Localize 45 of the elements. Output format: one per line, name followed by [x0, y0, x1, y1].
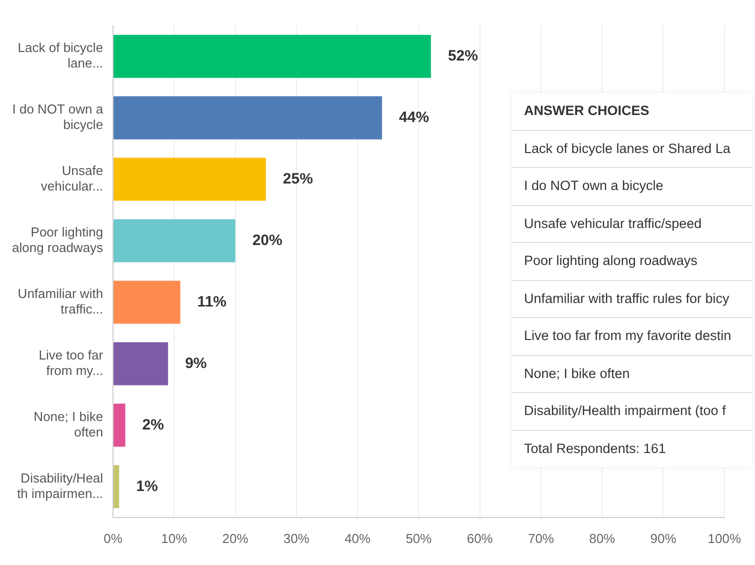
data-label: 52% — [448, 47, 478, 64]
bar — [114, 280, 180, 324]
y-tick-label: Poor lighting along roadways — [12, 224, 104, 256]
x-tick-label: 100% — [708, 530, 742, 546]
annotation: Unfamiliar with traffic rules for bicy — [512, 280, 752, 318]
annotation: Disability/Health impairment (too f — [512, 393, 752, 430]
x-tick-label: 20% — [222, 530, 249, 546]
bar — [114, 219, 236, 262]
bar — [114, 96, 382, 140]
bar — [114, 404, 126, 447]
annotation: ANSWER CHOICES — [512, 93, 752, 130]
annotation: Live too far from my favorite destin — [512, 318, 752, 356]
data-label: 11% — [197, 293, 227, 310]
annotation: None; I bike often — [512, 356, 752, 393]
y-tick-label: Live too far from my... — [38, 347, 104, 378]
y-tick-label: Unfamiliar with traffic... — [18, 286, 104, 317]
data-label: 9% — [185, 354, 207, 372]
x-tick-label: 40% — [344, 530, 372, 546]
data-label: 20% — [252, 232, 282, 249]
x-tick-label: 90% — [650, 530, 677, 546]
x-tick-label: 70% — [528, 530, 554, 546]
bar — [114, 34, 431, 78]
bar — [114, 342, 168, 386]
y-tick-label: None; I bike often — [34, 408, 104, 440]
data-label: 25% — [282, 170, 313, 188]
annotation: Total Respondents: 161 — [523, 440, 667, 458]
x-tick-label: 80% — [589, 530, 616, 546]
x-tick-label: 0% — [104, 530, 123, 546]
x-tick-label: 60% — [466, 530, 494, 546]
annotation: Lack of bicycle lanes or Shared La — [512, 130, 752, 168]
bar — [114, 465, 120, 508]
x-tick-label: 10% — [161, 530, 188, 546]
data-label: 1% — [136, 478, 158, 495]
y-tick-label: I do NOT own a bicycle — [12, 102, 104, 132]
data-label: 44% — [399, 108, 430, 126]
annotation: Poor lighting along roadways — [512, 243, 752, 280]
data-label: 2% — [142, 416, 164, 434]
x-tick-label: 30% — [283, 530, 310, 546]
annotation: I do NOT own a bicycle — [512, 168, 752, 206]
x-tick-label: 50% — [406, 530, 432, 546]
bar — [114, 158, 266, 201]
y-tick-label: Lack of bicycle lane... — [18, 40, 104, 71]
annotation: Unsafe vehicular traffic/speed — [512, 206, 752, 243]
y-tick-label: Unsafe vehicular... — [40, 163, 104, 194]
y-tick-label: Disability/Heal th impairmen... — [17, 470, 104, 502]
